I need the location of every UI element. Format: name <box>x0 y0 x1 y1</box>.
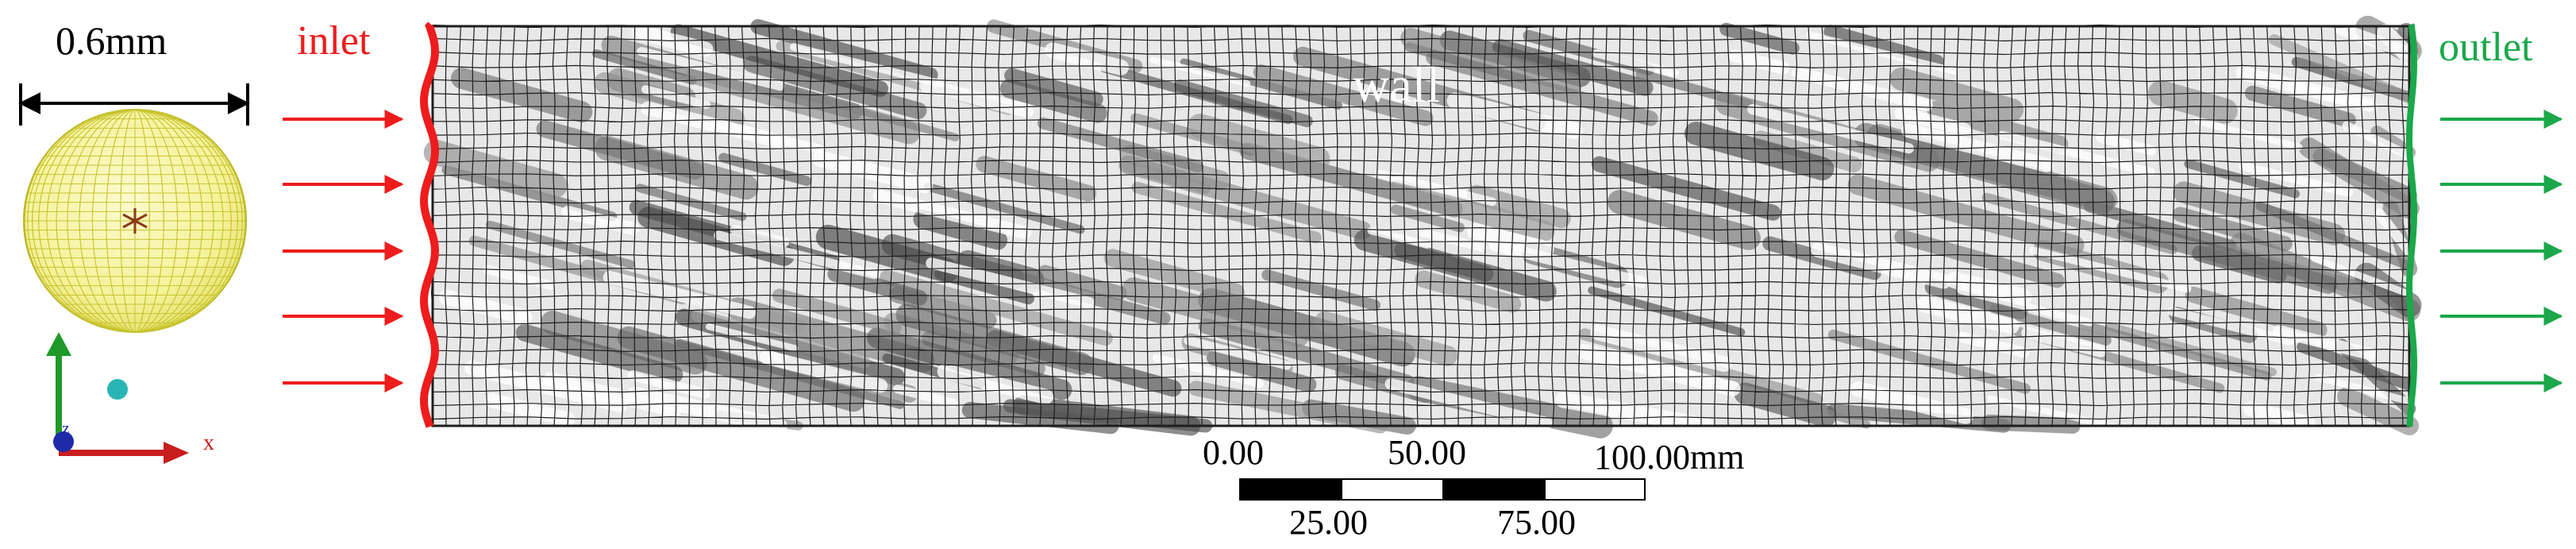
axis-origin-z <box>53 431 74 452</box>
particle-mesh <box>24 109 246 333</box>
outlet-boundary <box>2405 23 2418 427</box>
scale-label-100: 100.00mm <box>1594 438 1744 477</box>
outlet-arrows <box>2440 110 2563 392</box>
wall-label: wall <box>1353 56 1440 113</box>
axis-y-arrowhead <box>46 332 71 356</box>
probe-point-icon <box>107 379 128 400</box>
scale-label-0: 0.00 <box>1203 433 1264 472</box>
axis-z-label: z <box>62 418 70 438</box>
inlet-boundary <box>420 21 440 428</box>
mesh-domain: wall <box>420 15 2422 439</box>
scale-bar: 0.00 50.00 100.00mm 25.00 75.00 <box>1203 433 1744 542</box>
outlet-group: outlet <box>2439 25 2563 392</box>
scale-label-25: 25.00 <box>1289 503 1368 542</box>
particle-group: 0.6mm <box>18 18 250 333</box>
scale-segment-3 <box>1442 478 1546 501</box>
scale-label-75: 75.00 <box>1497 503 1576 542</box>
inlet-label: inlet <box>297 18 371 64</box>
inlet-group: inlet <box>283 18 404 392</box>
scale-label-50: 50.00 <box>1388 433 1466 472</box>
axis-x-label: x <box>203 431 214 455</box>
inlet-arrows <box>283 110 404 392</box>
mesh-shading <box>423 15 2422 439</box>
scale-segment-2 <box>1341 478 1444 501</box>
scale-segment-1 <box>1239 478 1342 501</box>
scale-segment-4 <box>1544 478 1646 501</box>
outlet-label: outlet <box>2439 25 2533 70</box>
axes-triad: z x <box>46 332 214 464</box>
axis-x-arrowhead <box>164 442 189 464</box>
particle-diameter-label: 0.6mm <box>56 18 167 63</box>
particle-center-marker <box>122 208 148 234</box>
